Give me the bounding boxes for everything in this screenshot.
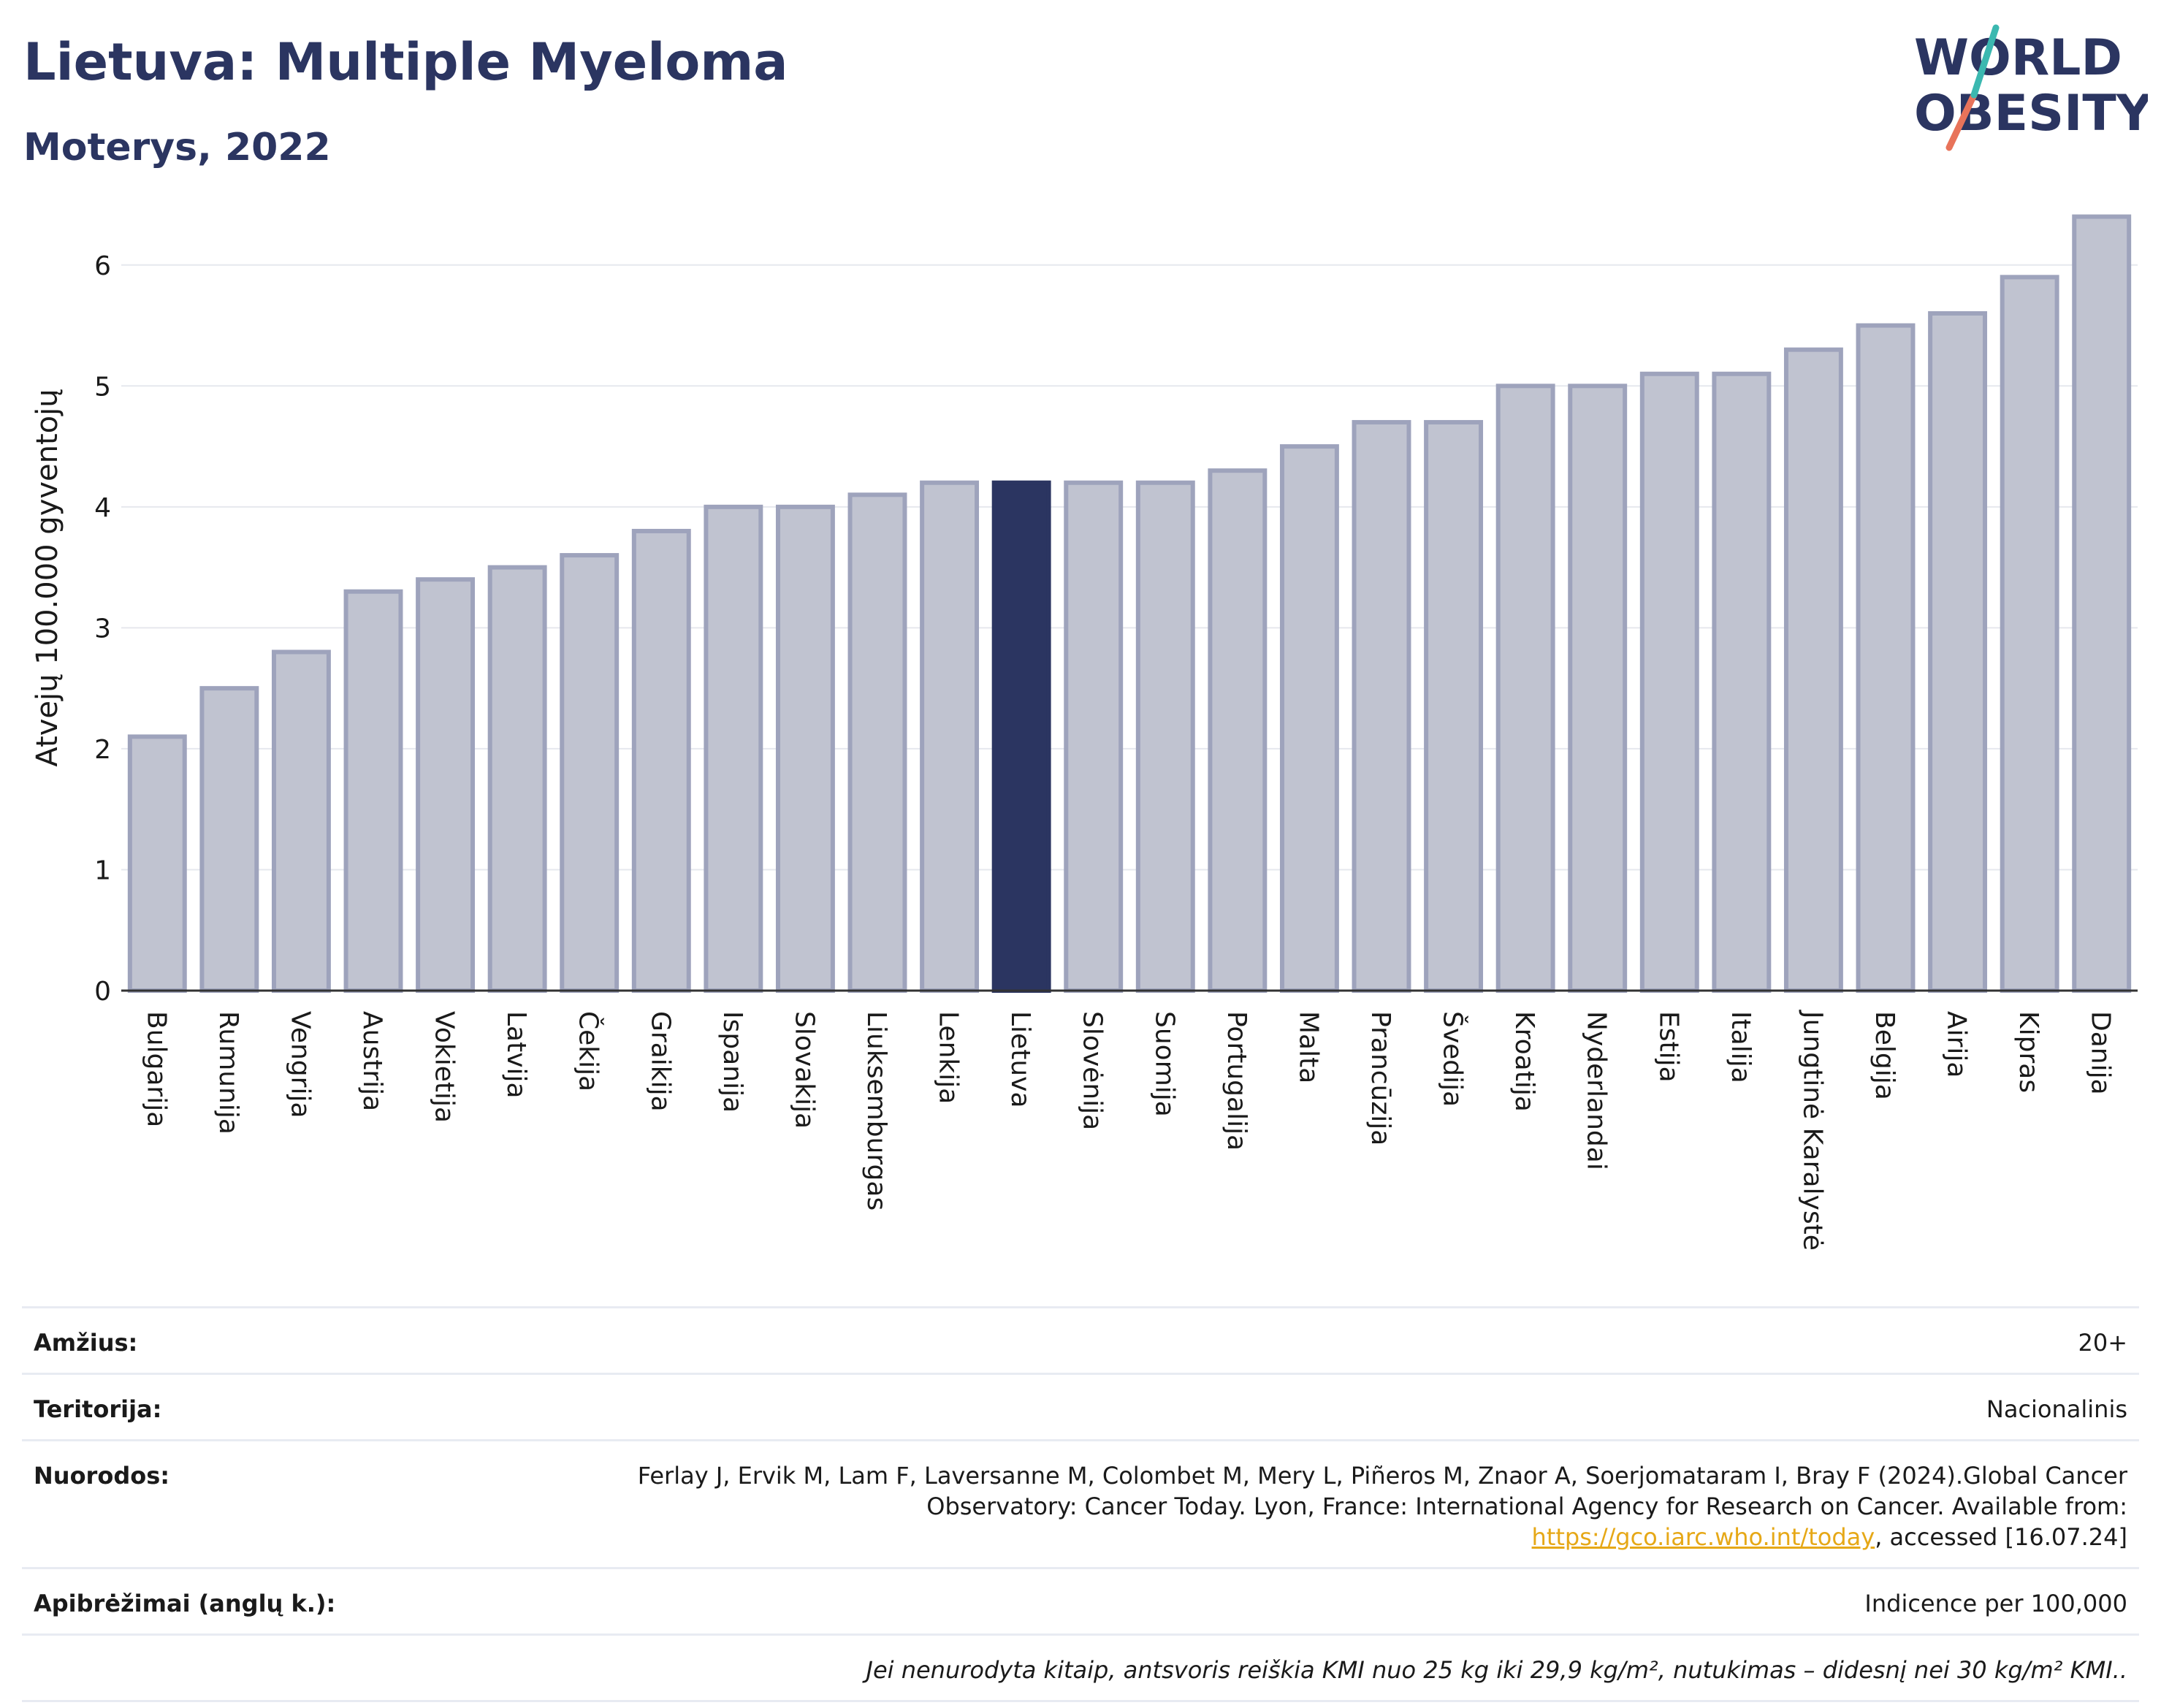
bmi-note: Jei nenurodyta kitaip, antsvoris reiškia… (866, 1656, 2128, 1684)
bar-lenkija (920, 480, 980, 993)
x-tick-label: Kroatija (1509, 1011, 1539, 1112)
bar-rumunija (199, 686, 259, 994)
bar-kroatija (1495, 384, 1555, 993)
bars (127, 214, 2132, 994)
age-value: 20+ (2078, 1329, 2127, 1357)
y-tick-label: 5 (94, 372, 111, 402)
logo-slash-upper (1970, 24, 2000, 99)
x-tick-label: Kipras (2013, 1011, 2043, 1093)
territory-value: Nacionalinis (1986, 1395, 2127, 1423)
definitions-value: Indicence per 100,000 (1864, 1590, 2127, 1617)
x-tick-label: Ispanija (717, 1011, 747, 1113)
references-label: Nuorodos: (34, 1462, 170, 1490)
bar-vengrija (271, 649, 331, 993)
bar-estija (1639, 371, 1699, 993)
logo-slash-lower (1945, 91, 1978, 151)
x-tick-label: Austrija (357, 1011, 387, 1111)
world-obesity-logo: WORLD OBESITY (1914, 24, 2148, 151)
bar-lietuva (991, 480, 1051, 993)
x-tick-label: Estija (1653, 1011, 1683, 1083)
y-axis-label: Atvejų 100.000 gyventojų (31, 389, 64, 766)
x-tick-label: Vokietija (430, 1011, 460, 1123)
bar-airija (1928, 310, 1988, 993)
x-tick-label: Lietuva (1005, 1011, 1035, 1108)
age-label: Amžius: (34, 1329, 138, 1357)
bar-chart: 0 1 2 3 4 5 6 Bulgarija Rumunija Vengrija Austrija… (31, 214, 2138, 1251)
x-tick-label: Bulgarija (141, 1011, 171, 1127)
bar-slovakija (775, 504, 835, 994)
bar-bulgarija (127, 734, 187, 993)
bar-portugalija (1208, 468, 1268, 993)
bar-nyderlandai (1568, 384, 1628, 993)
logo-text-world: WORLD (1914, 29, 2122, 87)
bar-švedija (1424, 419, 1484, 993)
x-tick-label: Lenkija (934, 1011, 964, 1104)
page-title: Lietuva: Multiple Myeloma (23, 32, 788, 92)
bar-jungtinė-karalystė (1783, 347, 1843, 993)
bar-italija (1712, 371, 1772, 993)
y-tick-label: 1 (94, 855, 111, 885)
x-tick-label: Liuksemburgas (861, 1011, 891, 1211)
references-link[interactable]: https://gco.iarc.who.int/today (1531, 1523, 1875, 1551)
bar-ispanija (704, 504, 763, 994)
info-table: Amžius: 20+ Teritorija: Nacionalinis Nuo… (22, 1306, 2139, 1702)
x-tick-label: Rumunija (213, 1011, 243, 1135)
y-tick-label: 2 (94, 735, 111, 765)
axes: 0 1 2 3 4 5 6 Bulgarija Rumunija Vengrija Austrija… (94, 251, 2138, 1251)
y-tick-label: 4 (94, 493, 111, 523)
territory-label: Teritorija: (34, 1395, 162, 1423)
x-tick-label: Danija (2086, 1011, 2116, 1095)
bar-čekija (560, 553, 620, 993)
definitions-label: Apibrėžimai (anglų k.): (34, 1590, 336, 1617)
x-tick-label: Jungtinė Karalystė (1797, 1010, 1827, 1251)
info-row-references: Nuorodos: Ferlay J, Ervik M, Lam F, Lave… (22, 1439, 2139, 1567)
info-row-definitions: Apibrėžimai (anglų k.): Indicence per 10… (22, 1567, 2139, 1633)
bar-kipras (2000, 275, 2059, 994)
info-row-age: Amžius: 20+ (22, 1306, 2139, 1373)
references-text: Ferlay J, Ervik M, Lam F, Laversanne M, … (637, 1462, 2127, 1520)
info-row-note: Jei nenurodyta kitaip, antsvoris reiškia… (22, 1633, 2139, 1702)
references-accessed: , accessed [16.07.24] (1875, 1523, 2127, 1551)
bar-slovėnija (1064, 480, 1124, 993)
x-tick-label: Nyderlandai (1582, 1011, 1612, 1170)
y-tick-label: 6 (94, 251, 111, 281)
x-tick-label: Švedija (1438, 1011, 1468, 1107)
y-tick-label: 0 (94, 977, 111, 1007)
bar-vokietija (416, 577, 476, 993)
bar-liuksemburgas (847, 492, 907, 993)
x-tick-label: Slovakija (789, 1011, 819, 1129)
x-tick-label: Prancūzija (1365, 1011, 1395, 1145)
x-tick-label: Malta (1293, 1011, 1323, 1083)
bar-belgija (1856, 323, 1916, 994)
bar-graikija (631, 528, 691, 993)
bar-latvija (487, 565, 547, 993)
bar-malta (1279, 444, 1339, 994)
logo-text-obesity: OBESITY (1914, 85, 2148, 142)
x-tick-label: Suomija (1149, 1011, 1179, 1117)
bar-prancūzija (1352, 419, 1411, 993)
references-value: Ferlay J, Ervik M, Lam F, Laversanne M, … (593, 1460, 2127, 1552)
x-tick-label: Portugalija (1221, 1011, 1251, 1151)
x-tick-label: Belgija (1870, 1011, 1899, 1100)
y-tick-label: 3 (94, 614, 111, 644)
x-tick-label: Čekija (573, 1011, 604, 1091)
x-tick-label: Graikija (645, 1011, 675, 1112)
x-tick-label: Airija (1942, 1011, 1972, 1078)
x-tick-label: Italija (1726, 1011, 1756, 1083)
x-tick-label: Latvija (501, 1011, 531, 1099)
bar-danija (2072, 214, 2132, 994)
x-tick-label: Vengrija (285, 1011, 315, 1118)
bar-austrija (343, 589, 403, 993)
x-tick-label: Slovėnija (1078, 1011, 1108, 1130)
info-row-territory: Teritorija: Nacionalinis (22, 1373, 2139, 1439)
bar-suomija (1135, 480, 1195, 993)
page-subtitle: Moterys, 2022 (23, 126, 331, 169)
